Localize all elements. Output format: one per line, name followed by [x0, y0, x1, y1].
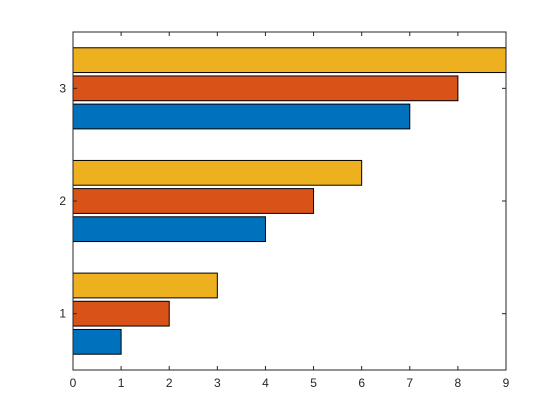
bar-cat1-series1 [72, 328, 122, 355]
bar-cat1-series3 [72, 272, 218, 299]
bar-cat3-series3 [72, 47, 507, 74]
bar-cat3-series1 [72, 103, 411, 130]
bar-cat1-series2 [72, 300, 170, 327]
x-tick-label: 4 [262, 376, 269, 390]
bars-group [72, 47, 507, 355]
x-tick-label: 8 [455, 376, 462, 390]
bar-cat2-series3 [72, 159, 363, 186]
x-tick-label: 3 [214, 376, 221, 390]
x-tick-label: 9 [503, 376, 510, 390]
y-tick-label: 1 [59, 307, 66, 321]
x-tick-label: 7 [406, 376, 413, 390]
bar-cat2-series2 [72, 188, 315, 214]
x-tick-label: 2 [166, 376, 173, 390]
bar-cat2-series1 [72, 216, 266, 243]
y-axis: 1 2 3 [59, 81, 506, 321]
bar-cat3-series2 [72, 75, 459, 102]
x-tick-label: 6 [358, 376, 365, 390]
x-axis: 0 1 2 3 4 5 6 7 8 9 [70, 32, 510, 390]
x-tick-label: 5 [310, 376, 317, 390]
y-tick-label: 2 [59, 194, 66, 208]
y-tick-label: 3 [59, 81, 66, 95]
x-tick-label: 1 [118, 376, 125, 390]
x-tick-label: 0 [70, 376, 77, 390]
